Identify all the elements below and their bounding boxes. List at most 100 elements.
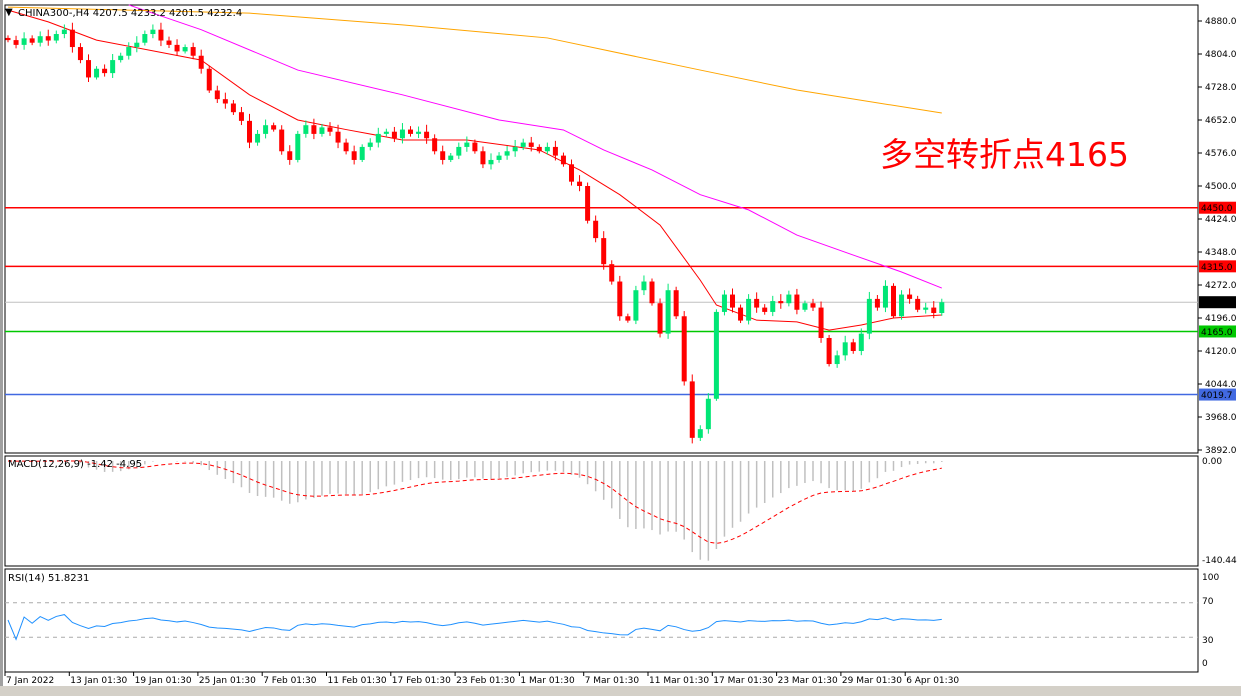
bear-candle bbox=[601, 231, 607, 270]
candle-body bbox=[681, 316, 687, 382]
price-tick-label: 4880.0 bbox=[1205, 17, 1237, 27]
bear-candle bbox=[214, 85, 220, 103]
candle-body bbox=[238, 112, 244, 121]
bear-candle bbox=[585, 182, 591, 224]
bear-candle bbox=[391, 126, 397, 143]
bull-candle bbox=[448, 153, 454, 163]
candle-body bbox=[770, 301, 776, 312]
candle-body bbox=[13, 40, 19, 45]
bear-candle bbox=[13, 35, 19, 49]
bear-candle bbox=[480, 146, 486, 169]
bear-candle bbox=[230, 100, 236, 115]
bull-candle bbox=[295, 130, 301, 163]
candle-body bbox=[86, 60, 91, 78]
candle-body bbox=[102, 68, 108, 74]
bear-candle bbox=[102, 64, 108, 77]
bull-candle bbox=[842, 335, 848, 361]
bear-candle bbox=[681, 311, 687, 386]
bull-candle bbox=[866, 291, 872, 340]
candle-body bbox=[617, 281, 623, 317]
bull-candle bbox=[705, 393, 711, 434]
candle-body bbox=[424, 131, 430, 139]
candle-body bbox=[496, 155, 502, 160]
candle-body bbox=[802, 303, 808, 310]
candle-body bbox=[222, 99, 228, 104]
candle-body bbox=[601, 238, 607, 265]
bear-candle bbox=[738, 304, 744, 324]
bear-candle bbox=[247, 113, 252, 149]
bull-candle bbox=[512, 139, 518, 157]
candle-body bbox=[882, 285, 888, 308]
bull-candle bbox=[520, 138, 526, 151]
bull-candle bbox=[713, 309, 719, 401]
bear-candle bbox=[874, 294, 880, 311]
candle-body bbox=[303, 125, 309, 134]
moving-averages bbox=[7, 4, 942, 331]
candle-body bbox=[593, 220, 599, 239]
candle-body bbox=[665, 290, 671, 334]
price-label-badge bbox=[1199, 388, 1236, 401]
bull-candle bbox=[786, 290, 792, 307]
dropdown-triangle-icon[interactable]: ▼ bbox=[5, 7, 13, 18]
moving-average-line bbox=[7, 6, 942, 114]
time-tick-label: 7 Jan 2022 bbox=[6, 676, 54, 686]
bear-candle bbox=[198, 49, 204, 74]
candle-body bbox=[746, 298, 752, 321]
bear-candle bbox=[327, 122, 333, 136]
bear-candle bbox=[271, 122, 277, 132]
bear-candle bbox=[311, 118, 317, 140]
candle-body bbox=[440, 151, 446, 160]
bear-candle bbox=[850, 338, 856, 354]
candle-body bbox=[786, 294, 792, 304]
candle-body bbox=[625, 316, 631, 321]
rsi-panel bbox=[4, 568, 1199, 673]
bull-candle bbox=[488, 153, 494, 170]
time-tick-label: 1 Mar 01:30 bbox=[520, 676, 575, 686]
bull-candle bbox=[134, 36, 140, 53]
bear-candle bbox=[206, 65, 212, 93]
bear-candle bbox=[754, 292, 760, 313]
price-tick-label: 4044.0 bbox=[1205, 380, 1237, 390]
candle-body bbox=[915, 298, 921, 310]
bear-candle bbox=[673, 286, 679, 320]
tab-bar[interactable] bbox=[0, 686, 1241, 696]
bull-candle bbox=[182, 44, 188, 54]
bear-candle bbox=[762, 304, 768, 315]
candle-body bbox=[247, 120, 252, 143]
bear-candle bbox=[577, 175, 583, 192]
time-tick-label: 17 Feb 01:30 bbox=[392, 676, 451, 686]
price-tick-label: 3892.0 bbox=[1205, 446, 1237, 456]
candle-body bbox=[311, 125, 317, 134]
candle-body bbox=[874, 298, 880, 308]
candle-body bbox=[585, 186, 591, 221]
candle-body bbox=[399, 129, 405, 139]
bear-candle bbox=[657, 298, 663, 338]
price-tick-label: 4424.0 bbox=[1205, 215, 1237, 225]
time-tick-label: 7 Feb 01:30 bbox=[263, 676, 317, 686]
time-axis[interactable]: 7 Jan 2022 13 Jan 01:30 19 Jan 01:30 25 Jan… bbox=[4, 672, 959, 686]
bull-candle bbox=[899, 290, 905, 320]
bear-candle bbox=[810, 298, 816, 312]
bull-candle bbox=[61, 24, 67, 39]
candle-body bbox=[778, 301, 784, 304]
candle-body bbox=[198, 55, 204, 69]
price-axis[interactable]: 4880.0 4804.0 4728.0 4652.0 4576.0 4500.0 4424… bbox=[1198, 17, 1237, 456]
bull-candle bbox=[359, 144, 365, 163]
candle-body bbox=[609, 264, 615, 282]
price-label: 4232.4 bbox=[1201, 299, 1233, 309]
bull-candle bbox=[367, 138, 373, 151]
candle-body bbox=[721, 294, 727, 312]
bull-candle bbox=[94, 66, 100, 80]
candle-body bbox=[738, 307, 744, 321]
price-label-badge bbox=[1199, 296, 1236, 309]
candle-body bbox=[794, 294, 800, 310]
bear-candle bbox=[343, 138, 349, 155]
candle-body bbox=[158, 29, 164, 41]
price-label: 4165.0 bbox=[1201, 328, 1233, 338]
bull-candle bbox=[697, 425, 703, 441]
time-tick-label: 11 Mar 01:30 bbox=[649, 676, 709, 686]
time-tick-label: 11 Feb 01:30 bbox=[328, 676, 387, 686]
bear-candle bbox=[794, 288, 800, 315]
